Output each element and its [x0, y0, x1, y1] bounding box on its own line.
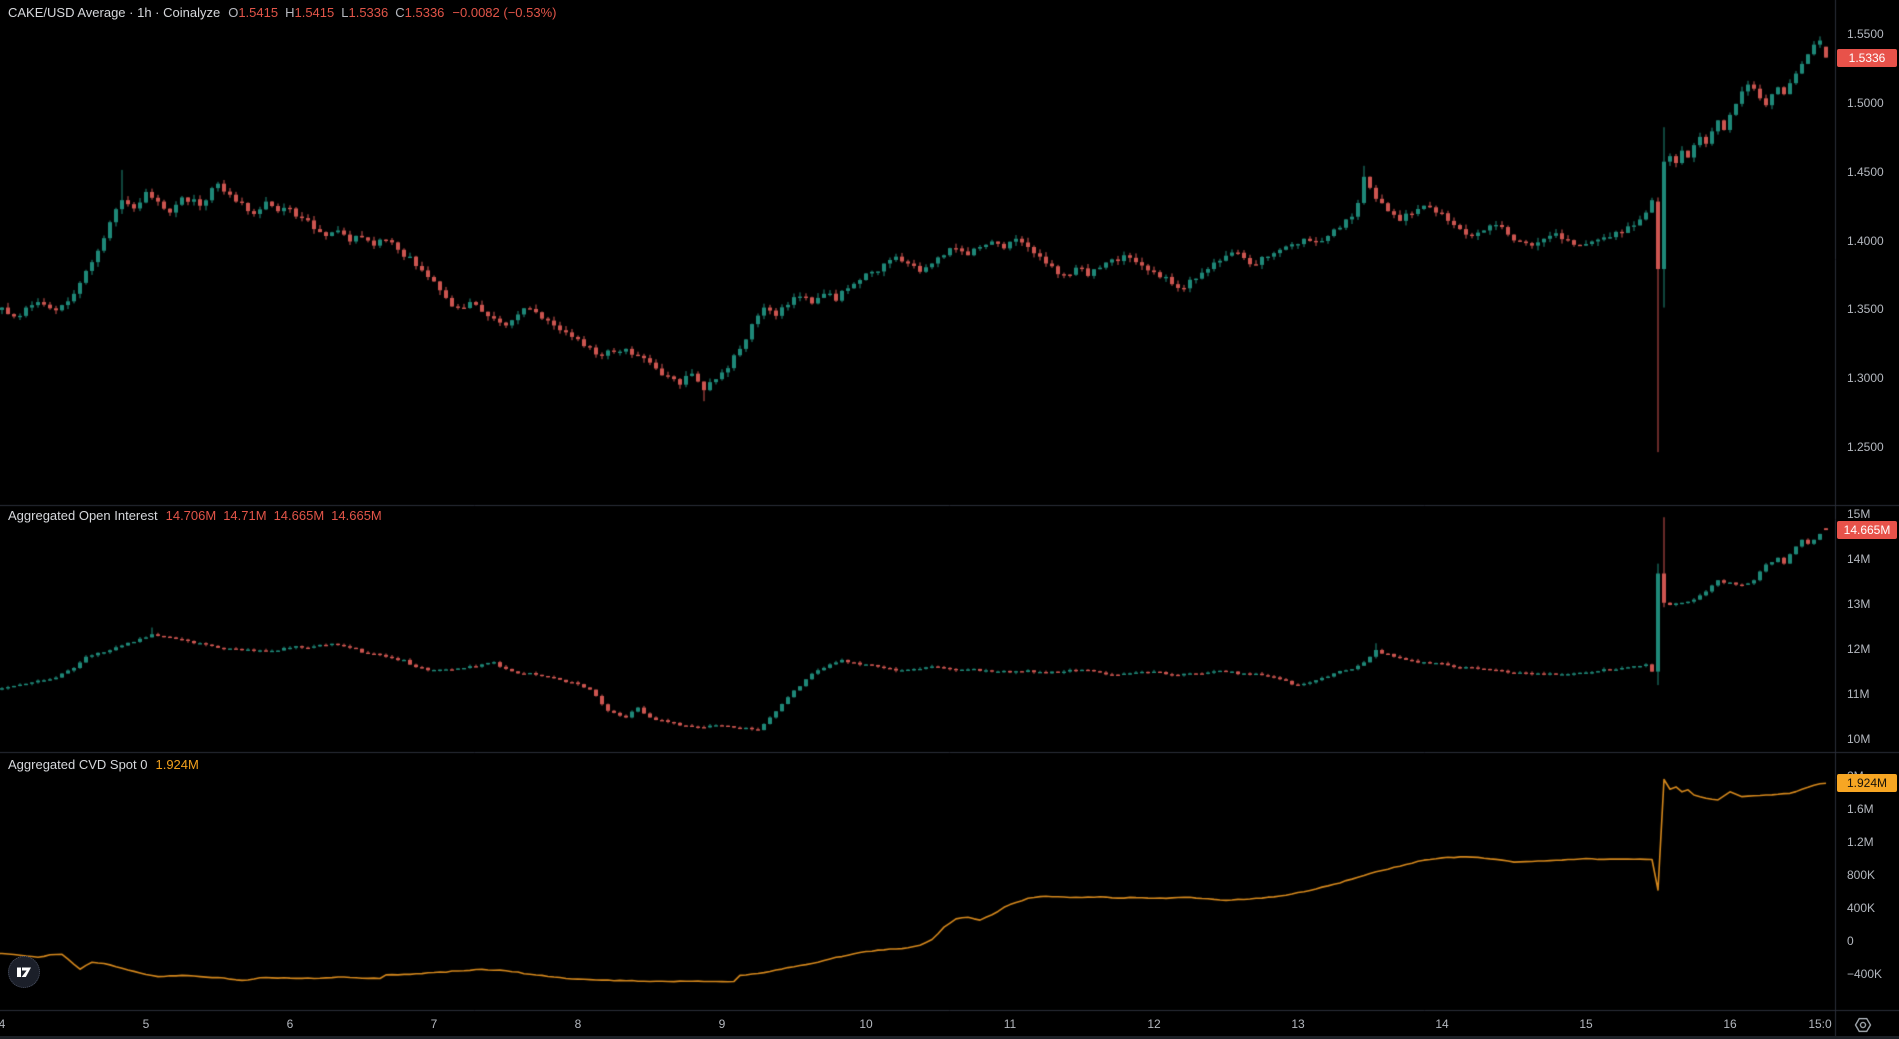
cvd-axis-label: 400K: [1847, 901, 1876, 915]
time-axis-label: 12: [1147, 1017, 1161, 1031]
price-axis-label: 1.5000: [1847, 95, 1884, 110]
ohlc-pair: C1.5336: [395, 5, 445, 20]
oi-value: 14.665M: [331, 508, 382, 523]
price-axis-label: 1.4500: [1847, 164, 1884, 179]
open_interest-axis-label: 12M: [1847, 642, 1871, 656]
last-price-badge: 1.5336: [1837, 48, 1897, 67]
price-axis-label: 1.3000: [1847, 371, 1884, 386]
cvd-badge: 1.924M: [1837, 774, 1897, 793]
open_interest-axis-label: 14M: [1847, 552, 1871, 566]
price-axis-label: 1.5500: [1847, 27, 1884, 41]
symbol-title: CAKE/USD Average · 1h · Coinalyze: [8, 5, 221, 20]
cvd-pane-header: Aggregated CVD Spot 0 1.924M: [8, 756, 199, 774]
time-axis-label: 14: [1435, 1017, 1449, 1031]
open_interest-axis-label: 15M: [1847, 507, 1871, 521]
time-axis-label: 8: [574, 1017, 582, 1031]
oi-title: Aggregated Open Interest: [8, 508, 158, 523]
time-axis-label: 9: [718, 1017, 726, 1031]
cvd-title: Aggregated CVD Spot 0: [8, 757, 148, 772]
price-scale[interactable]: 1.5500 1.5000 1.4500 1.4000 1.3500 1.3000 1.25…: [1835, 0, 1899, 1010]
ohlc-pair: O1.5415: [228, 5, 279, 20]
cvd-axis-label: 1.2M: [1847, 835, 1874, 849]
cvd-axis-label: 1.6M: [1847, 802, 1874, 816]
ohlc-group: O1.5415 H1.5415 L1.5336 C1.5336: [228, 4, 444, 22]
oi-value: 14.706M: [165, 508, 217, 523]
open_interest-axis-label: 13M: [1847, 597, 1871, 611]
cvd-axis-label: 0: [1847, 934, 1854, 948]
cvd-value: 1.924M: [155, 757, 199, 772]
open-interest-badge: 14.665M: [1837, 521, 1897, 540]
time-axis-label: 15: [1579, 1017, 1593, 1031]
oi-values: 14.706M 14.71M 14.665M 14.665M: [166, 507, 382, 525]
time-scale[interactable]: 4 5 6 7 8 9 10 11 12 13 14 15 16 15:0: [0, 1010, 1899, 1039]
time-axis-label: 6: [286, 1017, 294, 1031]
change-value: −0.0082 (−0.53%): [452, 5, 557, 20]
oi-value: 14.71M: [223, 508, 267, 523]
time-axis-label: 15:0: [1808, 1017, 1832, 1031]
time-axis-label: 10: [859, 1017, 873, 1031]
oi-value: 14.665M: [273, 508, 325, 523]
time-axis-label: 7: [430, 1017, 438, 1031]
tradingview-logo[interactable]: [8, 956, 40, 988]
price-axis-label: 1.3500: [1847, 302, 1884, 317]
window-bottom-edge: [0, 1036, 1899, 1039]
price-pane-header: CAKE/USD Average · 1h · Coinalyze O1.541…: [8, 4, 556, 22]
cvd-axis-label: −400K: [1847, 967, 1883, 981]
time-axis-label: 13: [1291, 1017, 1305, 1031]
ohlc-pair: H1.5415: [285, 5, 335, 20]
open_interest-axis-label: 11M: [1847, 687, 1870, 701]
price-axis-label: 1.2500: [1847, 440, 1884, 454]
open_interest-axis-label: 10M: [1847, 732, 1871, 746]
time-axis-label: 5: [142, 1017, 150, 1031]
oi-pane-header: Aggregated Open Interest 14.706M 14.71M 14…: [8, 507, 382, 525]
gear-icon[interactable]: [1852, 1014, 1874, 1036]
time-axis-label: 11: [1003, 1017, 1017, 1031]
time-axis-label: 16: [1723, 1017, 1737, 1031]
tradingview-logo-glyph: [17, 967, 31, 977]
cvd-axis-label: 800K: [1847, 868, 1876, 882]
ohlc-pair: L1.5336: [341, 5, 389, 20]
price-axis-label: 1.4000: [1847, 233, 1884, 248]
time-axis-label: 4: [0, 1017, 6, 1031]
